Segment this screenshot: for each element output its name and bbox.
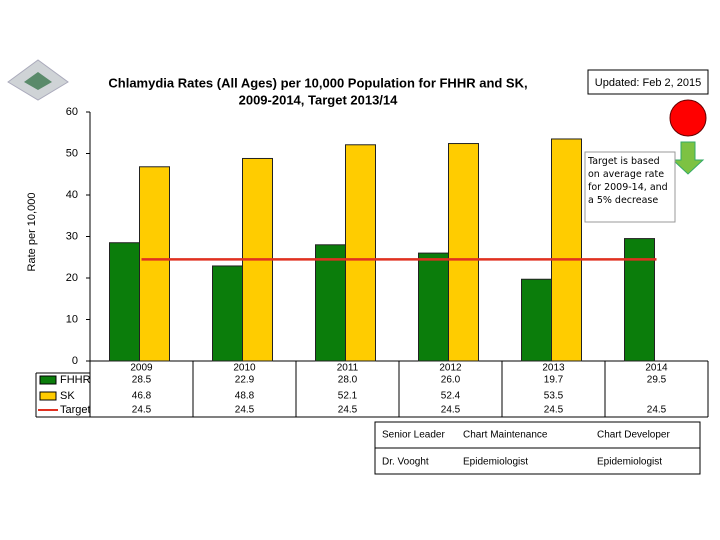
row-label: SK — [60, 390, 75, 402]
row-label: Target — [60, 404, 91, 416]
y-tick-label: 10 — [66, 313, 78, 325]
bar — [448, 143, 479, 362]
y-tick-label: 0 — [72, 355, 78, 367]
table-value: 24.5 — [647, 405, 667, 416]
table-value: 24.5 — [235, 405, 255, 416]
table-value: 52.1 — [338, 391, 358, 402]
bar — [418, 252, 449, 362]
x-tick-label: 2010 — [233, 363, 256, 374]
footer-text: Epidemiologist — [463, 457, 528, 468]
legend-key — [39, 375, 57, 385]
table-value: 19.7 — [544, 375, 564, 386]
x-tick-label: 2014 — [645, 363, 668, 374]
y-tick-label: 20 — [66, 272, 78, 284]
annotation-wrap: Target is based on average rate for 2009… — [588, 156, 668, 206]
y-tick-label: 50 — [66, 147, 78, 159]
chart-title: Chlamydia Rates (All Ages) per 10,000 Po… — [108, 75, 527, 90]
bar — [109, 242, 140, 362]
annotation: Target is based on average rate for 2009… — [588, 156, 668, 206]
legend-key — [39, 391, 57, 401]
table-value: 26.0 — [441, 375, 461, 386]
bar — [345, 144, 376, 362]
y-axis-label: Rate per 10,000 — [26, 193, 38, 272]
bar — [212, 265, 243, 362]
table-value: 48.8 — [235, 391, 255, 402]
bar — [551, 138, 582, 362]
status-circle — [669, 99, 707, 137]
x-tick-label: 2012 — [439, 363, 462, 374]
y-tick-label: 60 — [66, 106, 78, 118]
table-value: 24.5 — [132, 405, 152, 416]
table-value: 28.5 — [132, 375, 152, 386]
annotation-box — [584, 151, 676, 223]
table-value: 24.5 — [338, 405, 358, 416]
logo-mark — [24, 72, 52, 90]
table-value: 24.5 — [441, 405, 461, 416]
table-value: 24.5 — [544, 405, 564, 416]
table-value: 29.5 — [647, 375, 667, 386]
table-value: 52.4 — [441, 391, 461, 402]
chart-title: 2009-2014, Target 2013/14 — [239, 92, 399, 107]
table-value: 46.8 — [132, 391, 152, 402]
updated-box — [587, 69, 709, 95]
bar — [624, 238, 655, 362]
row-label: FHHR — [60, 374, 91, 386]
updated: Updated: Feb 2, 2015 — [595, 77, 701, 89]
trend-arrow — [671, 141, 705, 175]
y-tick-label: 30 — [66, 230, 78, 242]
x-tick-label: 2011 — [337, 363, 359, 374]
bar — [315, 244, 346, 362]
footer-text: Senior Leader — [382, 430, 445, 441]
y-tick-label: 40 — [66, 189, 78, 201]
bar — [521, 278, 552, 362]
footer-text: Chart Developer — [597, 430, 670, 441]
bar — [139, 166, 170, 362]
x-tick-label: 2009 — [130, 363, 153, 374]
footer-text: Epidemiologist — [597, 457, 662, 468]
footer-text: Chart Maintenance — [463, 430, 548, 441]
table-value: 53.5 — [544, 391, 564, 402]
x-tick-label: 2013 — [542, 363, 565, 374]
table-value: 28.0 — [338, 375, 358, 386]
table-value: 22.9 — [235, 375, 255, 386]
footer-text: Dr. Vooght — [382, 457, 429, 468]
